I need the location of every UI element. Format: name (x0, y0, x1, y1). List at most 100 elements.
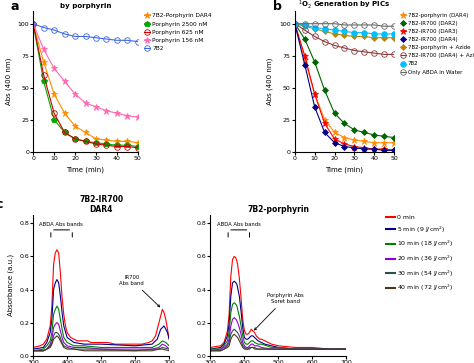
Line: Porphyrin 2500 nM: Porphyrin 2500 nM (30, 21, 141, 149)
7B2-porphyrin + Azide (381, 36, 387, 40)
7B2-IR700 (DAR4) (342, 144, 347, 149)
7B2-porphyrin + Azide (322, 29, 328, 33)
7B2-IR700 (DAR3) (312, 92, 318, 96)
X-axis label: Time (min): Time (min) (66, 166, 105, 173)
Porphyrin 2500 nM (41, 79, 46, 83)
7B2 (125, 38, 130, 42)
7B2-porphyrin + Azide (312, 26, 318, 31)
Y-axis label: Absorbance (a.u.): Absorbance (a.u.) (7, 254, 14, 317)
Only ABDA in Water (322, 21, 328, 26)
7B2-IR700 (DAR2) (302, 37, 308, 41)
Title: 7B2-IR700
DAR4: 7B2-IR700 DAR4 (79, 195, 123, 214)
7B2 (114, 38, 120, 42)
7B2-porphyrin + Azide (332, 32, 337, 36)
7B2-IR700 (DAR4) (352, 146, 357, 150)
Only ABDA in Water (372, 23, 377, 27)
7B2 (104, 37, 109, 41)
Line: 7B2-porphyrin + Azide: 7B2-porphyrin + Azide (293, 22, 396, 40)
Porphyrin 2500 nM (104, 142, 109, 146)
X-axis label: Time (min): Time (min) (326, 166, 364, 173)
Porphyrin 2500 nM (114, 143, 120, 147)
Y-axis label: Abs (400 nm): Abs (400 nm) (5, 58, 12, 105)
Porphyrin 2500 nM (62, 130, 67, 135)
7B2 (391, 32, 397, 36)
Porphyrin 156 nM (72, 92, 78, 96)
7B2-IR700 (DAR3) (372, 147, 377, 151)
7B2-IR700 (DAR2) (342, 121, 347, 126)
Porphyrin 625 nM (51, 111, 57, 115)
7B2-IR700 (DAR4) (391, 148, 397, 152)
Porphyrin 2500 nM (82, 139, 88, 144)
Porphyrin 625 nM (104, 143, 109, 147)
7B2 (352, 30, 357, 35)
Porphyrin 156 nM (104, 109, 109, 113)
Title: 7B2-porphyrin: 7B2-porphyrin (247, 205, 310, 214)
7B2-IR700 (DAR4) (381, 148, 387, 152)
7B2-porphyrin (DAR4) (381, 140, 387, 145)
7B2 (372, 32, 377, 36)
Title: $^1$O$_2$ Generation
by porphyrin: $^1$O$_2$ Generation by porphyrin (55, 0, 116, 9)
Legend: 0 min, 5 min (9 J/cm$^2$), 10 min (18 J/cm$^2$), 20 min (36 J/cm$^2$), 30 min (5: 0 min, 5 min (9 J/cm$^2$), 10 min (18 J/… (383, 212, 456, 296)
Porphyrin 625 nM (125, 144, 130, 149)
7B2-IR700 (DAR2) (332, 111, 337, 115)
7B2 (312, 25, 318, 30)
Porphyrin 2500 nM (51, 118, 57, 122)
7B2 (135, 40, 141, 44)
7B2-Porphyrin DAR4 (135, 140, 141, 145)
Text: c: c (0, 198, 2, 211)
Line: 7B2: 7B2 (292, 21, 397, 37)
7B2-porphyrin (DAR4) (292, 21, 298, 26)
7B2-IR700 (DAR4) (312, 105, 318, 109)
7B2-IR700 (DAR2) (312, 60, 318, 64)
Line: Porphyrin 625 nM: Porphyrin 625 nM (30, 21, 141, 151)
7B2-IR700 (DAR3) (381, 147, 387, 151)
7B2-IR700 (DAR2) (372, 133, 377, 137)
Text: b: b (273, 0, 282, 13)
7B2-porphyrin + Azide (342, 33, 347, 37)
7B2-IR700 (DAR4) + Azide (322, 40, 328, 44)
7B2-IR700 (DAR4) + Azide (372, 51, 377, 55)
Only ABDA in Water (352, 23, 357, 27)
7B2-porphyrin (DAR4) (391, 140, 397, 145)
7B2-IR700 (DAR4) (362, 147, 367, 151)
7B2-IR700 (DAR2) (352, 128, 357, 132)
Line: 7B2-porphyrin (DAR4): 7B2-porphyrin (DAR4) (292, 20, 398, 146)
Line: 7B2-IR700 (DAR3): 7B2-IR700 (DAR3) (292, 20, 398, 154)
7B2 (41, 25, 46, 30)
7B2-porphyrin (DAR4) (332, 130, 337, 135)
7B2-IR700 (DAR4) + Azide (332, 43, 337, 48)
7B2 (62, 32, 67, 36)
Text: IR700
Abs band: IR700 Abs band (119, 275, 160, 307)
Porphyrin 625 nM (82, 139, 88, 144)
7B2-IR700 (DAR2) (362, 130, 367, 135)
Title: $^1$O$_2$ Generation by PICs: $^1$O$_2$ Generation by PICs (298, 0, 391, 11)
Porphyrin 156 nM (93, 105, 99, 109)
7B2-Porphyrin DAR4 (72, 124, 78, 128)
Porphyrin 625 nM (114, 144, 120, 149)
Only ABDA in Water (381, 24, 387, 28)
7B2 (82, 34, 88, 39)
7B2-IR700 (DAR4) + Azide (302, 28, 308, 32)
7B2 (332, 28, 337, 32)
7B2 (302, 23, 308, 27)
Line: 7B2-IR700 (DAR4): 7B2-IR700 (DAR4) (293, 22, 396, 152)
Porphyrin 156 nM (51, 66, 57, 71)
7B2-IR700 (DAR4) (372, 147, 377, 151)
7B2-porphyrin + Azide (391, 36, 397, 40)
Only ABDA in Water (292, 21, 298, 26)
Porphyrin 2500 nM (72, 137, 78, 141)
Porphyrin 625 nM (72, 137, 78, 141)
Line: Only ABDA in Water: Only ABDA in Water (292, 21, 397, 29)
Only ABDA in Water (362, 23, 367, 27)
7B2-IR700 (DAR4) + Azide (391, 52, 397, 57)
Only ABDA in Water (302, 21, 308, 26)
7B2-IR700 (DAR4) (322, 130, 328, 135)
7B2-Porphyrin DAR4 (114, 139, 120, 144)
Porphyrin 625 nM (30, 21, 36, 26)
7B2-IR700 (DAR4) (292, 21, 298, 26)
Line: Porphyrin 156 nM: Porphyrin 156 nM (30, 20, 141, 121)
Porphyrin 2500 nM (93, 140, 99, 145)
7B2-IR700 (DAR2) (322, 88, 328, 93)
7B2 (72, 34, 78, 39)
7B2-IR700 (DAR4) + Azide (312, 34, 318, 39)
